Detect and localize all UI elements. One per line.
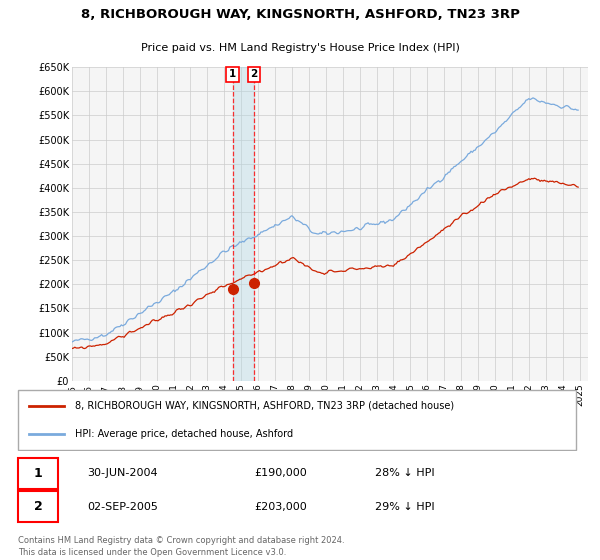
Text: Price paid vs. HM Land Registry's House Price Index (HPI): Price paid vs. HM Land Registry's House … xyxy=(140,43,460,53)
Text: Contains HM Land Registry data © Crown copyright and database right 2024.
This d: Contains HM Land Registry data © Crown c… xyxy=(18,536,344,557)
FancyBboxPatch shape xyxy=(18,390,577,450)
FancyBboxPatch shape xyxy=(18,492,58,522)
Text: 30-JUN-2004: 30-JUN-2004 xyxy=(87,468,158,478)
Text: £203,000: £203,000 xyxy=(254,502,307,512)
Text: 8, RICHBOROUGH WAY, KINGSNORTH, ASHFORD, TN23 3RP (detached house): 8, RICHBOROUGH WAY, KINGSNORTH, ASHFORD,… xyxy=(76,401,454,411)
Text: 2: 2 xyxy=(250,69,257,80)
Text: 8, RICHBOROUGH WAY, KINGSNORTH, ASHFORD, TN23 3RP: 8, RICHBOROUGH WAY, KINGSNORTH, ASHFORD,… xyxy=(80,8,520,21)
Text: 1: 1 xyxy=(34,467,42,480)
Bar xyxy=(233,67,254,381)
Text: 29% ↓ HPI: 29% ↓ HPI xyxy=(375,502,434,512)
Text: 1: 1 xyxy=(229,69,236,80)
Text: 2: 2 xyxy=(34,501,42,514)
FancyBboxPatch shape xyxy=(18,458,58,489)
Text: 02-SEP-2005: 02-SEP-2005 xyxy=(87,502,158,512)
Text: £190,000: £190,000 xyxy=(254,468,307,478)
Text: HPI: Average price, detached house, Ashford: HPI: Average price, detached house, Ashf… xyxy=(76,429,293,439)
Text: 28% ↓ HPI: 28% ↓ HPI xyxy=(375,468,434,478)
